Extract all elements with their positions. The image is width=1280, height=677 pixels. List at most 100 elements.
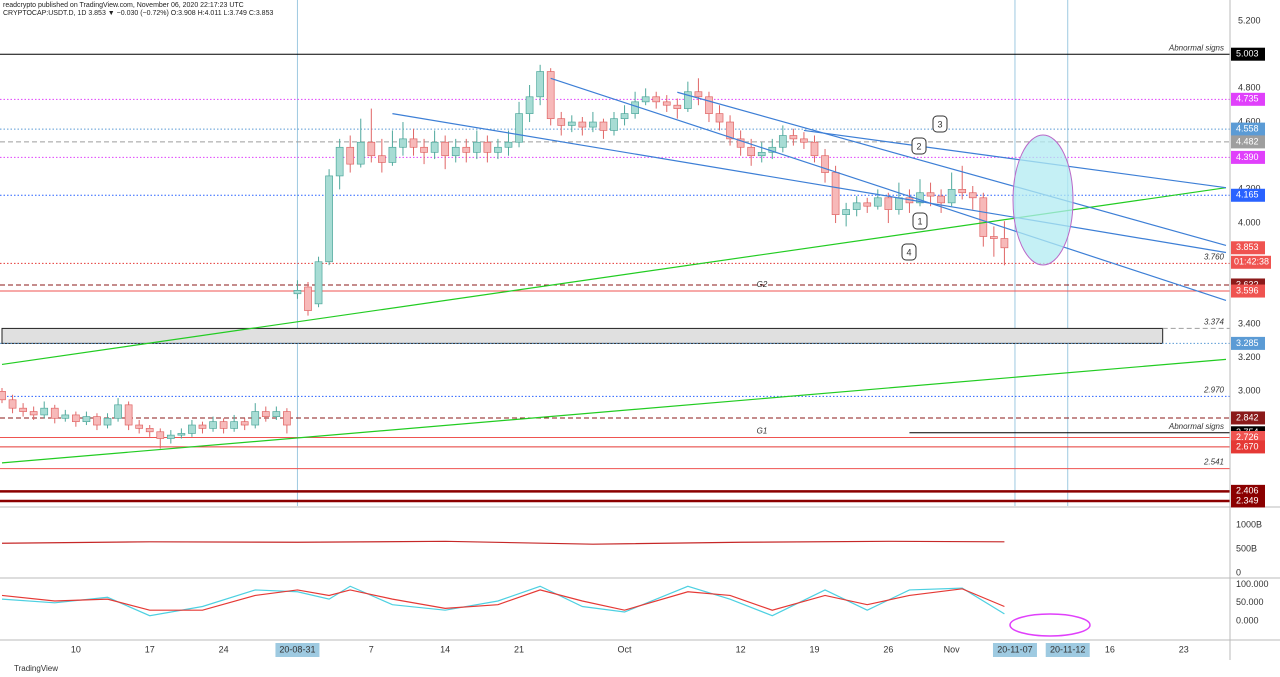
candle-body bbox=[810, 141, 819, 157]
price-tag-label: 3.285 bbox=[1236, 338, 1259, 348]
candle-body bbox=[251, 411, 260, 426]
price-tag-label: 3.596 bbox=[1236, 285, 1259, 295]
candle-body bbox=[82, 416, 91, 423]
y-tick-label: 3.200 bbox=[1238, 352, 1261, 362]
x-tick-label: 14 bbox=[440, 644, 450, 654]
candle-body bbox=[947, 189, 956, 204]
callout-label: 3 bbox=[937, 119, 942, 129]
candle-body bbox=[852, 202, 861, 210]
candle-body bbox=[1000, 238, 1009, 249]
candle-body bbox=[240, 421, 249, 426]
candle-body bbox=[462, 146, 471, 153]
indicator-line bbox=[1, 540, 1005, 545]
candle-body bbox=[8, 399, 17, 409]
candle-body bbox=[335, 146, 344, 177]
candle-body bbox=[272, 411, 281, 417]
callout-label: 1 bbox=[917, 216, 922, 226]
y-tick-label: 4.600 bbox=[1238, 116, 1261, 126]
candle-body bbox=[483, 141, 492, 153]
candle-body bbox=[135, 424, 144, 429]
x-tick-label: Nov bbox=[944, 644, 961, 654]
zone bbox=[1, 327, 1164, 344]
level-note: G1 bbox=[757, 427, 768, 436]
price-tag bbox=[1231, 494, 1265, 508]
y-tick-label: 4.200 bbox=[1238, 184, 1261, 194]
price-tag bbox=[1231, 135, 1265, 149]
footer-logo: TradingView bbox=[14, 664, 58, 673]
price-tag-label: 4.482 bbox=[1236, 136, 1259, 146]
x-tick-label: 12 bbox=[736, 644, 746, 654]
candle-body bbox=[958, 189, 967, 194]
price-tag bbox=[1231, 122, 1265, 136]
price-tag-label: 5.003 bbox=[1236, 49, 1259, 59]
candle-body bbox=[314, 261, 323, 305]
x-tick-label: Oct bbox=[618, 644, 633, 654]
y-tick-label: 1000B bbox=[1236, 519, 1262, 529]
x-tick-label: 17 bbox=[145, 644, 155, 654]
candle-body bbox=[567, 121, 576, 126]
candle-body bbox=[40, 407, 49, 416]
indicator-line bbox=[1, 585, 1005, 617]
x-tick-label: 20-08-31 bbox=[279, 644, 315, 654]
candle-body bbox=[399, 138, 407, 148]
candle-body bbox=[557, 118, 566, 126]
candle-body bbox=[209, 421, 217, 429]
level-note: 2.541 bbox=[1203, 458, 1224, 467]
y-tick-label: 5.200 bbox=[1238, 15, 1261, 25]
countdown-label: 01:42:38 bbox=[1234, 257, 1269, 267]
candle-body bbox=[895, 197, 903, 210]
candle-body bbox=[472, 141, 481, 153]
price-tag bbox=[1231, 241, 1265, 255]
osc-ellipse bbox=[1009, 613, 1091, 637]
date-highlight bbox=[992, 643, 1037, 657]
candle-body bbox=[937, 195, 945, 204]
candle-body bbox=[705, 96, 713, 114]
y-tick-label: 100.000 bbox=[1236, 579, 1269, 589]
candle-body bbox=[188, 424, 196, 434]
candle-body bbox=[673, 104, 682, 109]
callout-label: 4 bbox=[906, 247, 911, 257]
candle-body bbox=[430, 141, 439, 153]
price-tag bbox=[1231, 92, 1265, 106]
date-highlight bbox=[275, 643, 320, 657]
candle-body bbox=[979, 197, 988, 237]
candle-body bbox=[293, 290, 302, 295]
y-tick-label: 0 bbox=[1236, 567, 1241, 577]
price-tag-label: 4.735 bbox=[1236, 94, 1259, 104]
candle-body bbox=[662, 101, 671, 106]
candle-body bbox=[378, 155, 386, 163]
x-tick-label: 7 bbox=[369, 644, 374, 654]
candle-body bbox=[409, 138, 418, 148]
candle-body bbox=[61, 414, 70, 419]
price-tag-label: 4.390 bbox=[1236, 152, 1259, 162]
candle-body bbox=[789, 135, 798, 140]
candle-body bbox=[990, 236, 998, 239]
x-tick-label: 10 bbox=[71, 644, 81, 654]
price-tag bbox=[1231, 47, 1265, 61]
candle-body bbox=[652, 96, 661, 103]
price-pane: Abnormal signs 3.760 G2 3.374 2.970 Abnormal … bbox=[0, 0, 1230, 506]
candle-body bbox=[451, 146, 460, 157]
x-tick-label: 21 bbox=[514, 644, 524, 654]
price-tag-label: 2.349 bbox=[1236, 495, 1259, 505]
candle-body bbox=[641, 96, 650, 103]
y-tick-label: 500B bbox=[1236, 543, 1257, 553]
candle-body bbox=[420, 146, 428, 153]
candle-body bbox=[230, 421, 238, 429]
candle-body bbox=[715, 113, 724, 123]
callouts bbox=[901, 115, 948, 261]
y-tick-label: 3.000 bbox=[1238, 386, 1261, 396]
candle-body bbox=[177, 433, 186, 436]
price-tag-label: 4.558 bbox=[1236, 123, 1259, 133]
countdown-tag bbox=[1231, 255, 1271, 269]
symbol-info: CRYPTOCAP:USDT.D, 1D 3.853 ▼ −0.030 (−0.… bbox=[3, 10, 273, 17]
candle-body bbox=[504, 141, 513, 148]
x-tick-label: 24 bbox=[219, 644, 229, 654]
candle-body bbox=[19, 407, 27, 412]
indicator-line bbox=[1, 588, 1005, 611]
level-note: 3.760 bbox=[1204, 253, 1225, 262]
candle-body bbox=[166, 434, 175, 439]
candle-body bbox=[156, 431, 165, 439]
price-tag-label: 2.842 bbox=[1236, 412, 1259, 422]
candle-body bbox=[103, 417, 112, 426]
